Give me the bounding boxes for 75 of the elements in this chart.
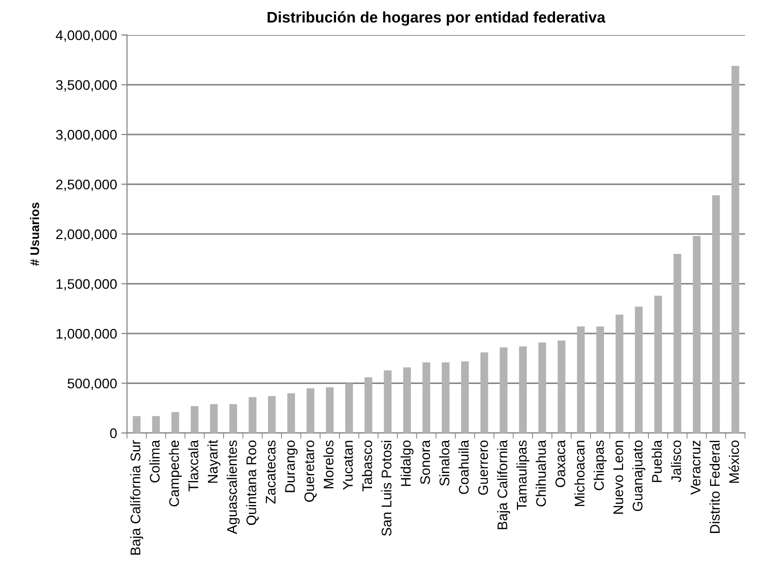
x-tick-label: Nuevo Leon	[614, 440, 624, 514]
x-tick-label: Guanajuato	[632, 440, 646, 512]
bar	[692, 236, 701, 433]
y-tick-label: 3,000,000	[56, 130, 117, 142]
x-tick-label: San Luis Potosi	[381, 440, 392, 536]
bar	[306, 388, 314, 433]
bar	[326, 387, 334, 433]
x-tick-label: Distrito Federal	[710, 440, 720, 533]
y-tick-label: 3,500,000	[56, 80, 117, 92]
bar	[442, 362, 450, 433]
y-tick-label: 1,000,000	[56, 328, 117, 340]
bar	[634, 306, 643, 433]
bar	[461, 361, 469, 433]
bar	[229, 404, 238, 433]
y-tick-label: 4,000,000	[56, 30, 117, 42]
x-tick-label: Coahuila	[458, 440, 469, 494]
bar	[519, 346, 527, 433]
x-tick-label: Durango	[285, 440, 298, 492]
x-tick-label: Sonora	[420, 440, 430, 484]
bar	[210, 404, 218, 433]
x-tick-label: Jalisco	[670, 440, 682, 482]
x-tick-label: Chiapas	[594, 440, 607, 490]
y-tick-label: 2,500,000	[56, 180, 117, 192]
bar	[616, 314, 624, 433]
chart-title: Distribución de hogares por entidad federativa	[268, 11, 606, 26]
x-tick-label: Michoacan	[574, 440, 585, 506]
bar	[248, 397, 256, 433]
bar	[538, 342, 546, 433]
bar	[287, 393, 296, 433]
bar	[403, 367, 411, 433]
bar	[576, 326, 585, 433]
x-tick-label: Queretaro	[304, 440, 317, 502]
bar	[596, 326, 604, 433]
x-tick-label: Oaxaca	[555, 440, 566, 488]
x-tick-label: Morelos	[323, 440, 334, 488]
y-axis-title: # Usuarios	[30, 202, 40, 266]
bar	[480, 352, 488, 433]
x-tick-label: Tabasco	[362, 440, 372, 492]
x-tick-label: Baja California Sur	[130, 440, 144, 555]
y-tick-label: 2,000,000	[56, 229, 117, 241]
x-tick-label: Hidalgo	[400, 440, 414, 486]
x-tick-label: México	[728, 440, 740, 483]
bar	[268, 396, 276, 433]
y-tick-label: 1,500,000	[56, 279, 117, 291]
x-tick-label: Sinaloa	[439, 440, 450, 486]
x-tick-label: Yucatan	[343, 440, 353, 490]
bar	[712, 195, 720, 433]
x-tick-label: Colima	[149, 440, 160, 482]
bar	[674, 254, 682, 433]
y-tick-label: 0	[110, 428, 117, 438]
y-tick-label: 500,000	[68, 378, 117, 390]
bar	[364, 377, 372, 433]
x-tick-label: Puebla	[652, 440, 662, 482]
bar	[654, 296, 662, 433]
bar	[152, 416, 160, 433]
x-tick-label: Quintana Roo	[246, 440, 259, 525]
bar	[384, 370, 392, 433]
x-tick-label: Aguascalientes	[226, 440, 240, 534]
bar	[132, 416, 141, 433]
x-tick-label: Nayarit	[207, 440, 220, 483]
bar	[500, 347, 508, 433]
bar	[558, 340, 566, 433]
x-tick-label: Campeche	[168, 440, 182, 506]
bar	[345, 383, 353, 433]
bar	[171, 412, 180, 433]
bar	[731, 66, 740, 433]
x-tick-label: Tlaxcala	[188, 440, 198, 492]
x-tick-label: Veracruz	[690, 440, 700, 495]
bar	[190, 406, 198, 433]
x-tick-label: Chihuahua	[536, 440, 546, 506]
x-tick-label: Tamaulipas	[516, 440, 530, 510]
x-tick-label: Guerrero	[478, 440, 488, 495]
x-tick-label: Zacatecas	[266, 440, 276, 504]
bar	[422, 362, 430, 433]
x-tick-label: Baja California	[497, 440, 510, 530]
